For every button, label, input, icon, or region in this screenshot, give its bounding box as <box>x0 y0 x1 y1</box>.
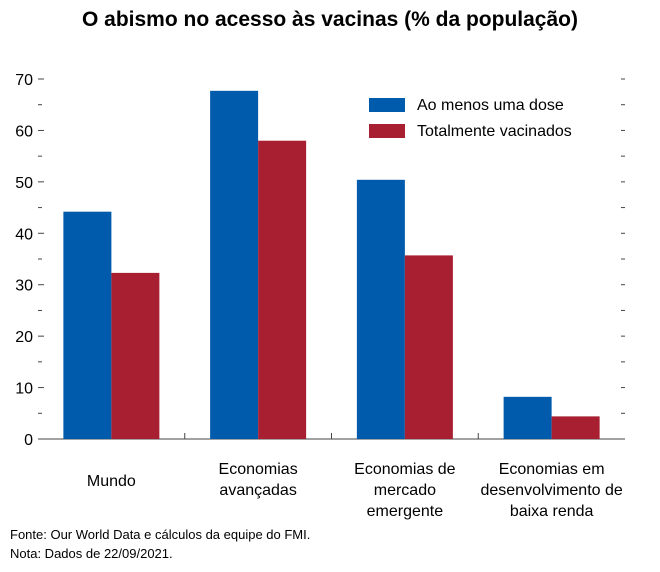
y-tick-label: 60 <box>15 123 33 140</box>
y-tick-label: 40 <box>15 226 33 243</box>
legend-swatch <box>369 98 405 112</box>
x-category-label: Economias em desenvolvimento de baixa re… <box>480 461 623 520</box>
bar-fully-vaccinated <box>404 255 453 439</box>
y-tick-label: 20 <box>15 329 33 346</box>
bar-first-dose <box>356 179 405 440</box>
bar-first-dose <box>63 211 112 439</box>
chart-title: O abismo no acesso às vacinas (% da popu… <box>81 8 578 31</box>
bars <box>63 90 600 440</box>
y-tick-label: 30 <box>15 278 33 295</box>
bar-fully-vaccinated <box>551 416 600 439</box>
source-note: Fonte: Our World Data e cálculos da equi… <box>10 527 311 542</box>
bar-fully-vaccinated <box>111 272 160 439</box>
date-note: Nota: Dados de 22/09/2021. <box>10 546 173 561</box>
bar-first-dose <box>210 90 259 439</box>
x-category-label: Economias avançadas <box>218 461 298 499</box>
legend-swatch <box>369 124 405 138</box>
bar-fully-vaccinated <box>258 140 307 439</box>
x-category-label: Mundo <box>86 473 136 490</box>
y-tick-label: 0 <box>24 432 33 449</box>
bar-first-dose <box>503 396 552 439</box>
x-category-label: Economias de mercado emergente <box>354 461 456 520</box>
legend: Ao menos uma dose Totalmente vacinados <box>369 97 572 140</box>
y-tick-label: 70 <box>15 72 33 89</box>
legend-label: Ao menos uma dose <box>417 97 564 114</box>
y-tick-label: 10 <box>15 381 33 398</box>
legend-label: Totalmente vacinados <box>417 123 572 140</box>
y-tick-label: 50 <box>15 175 33 192</box>
